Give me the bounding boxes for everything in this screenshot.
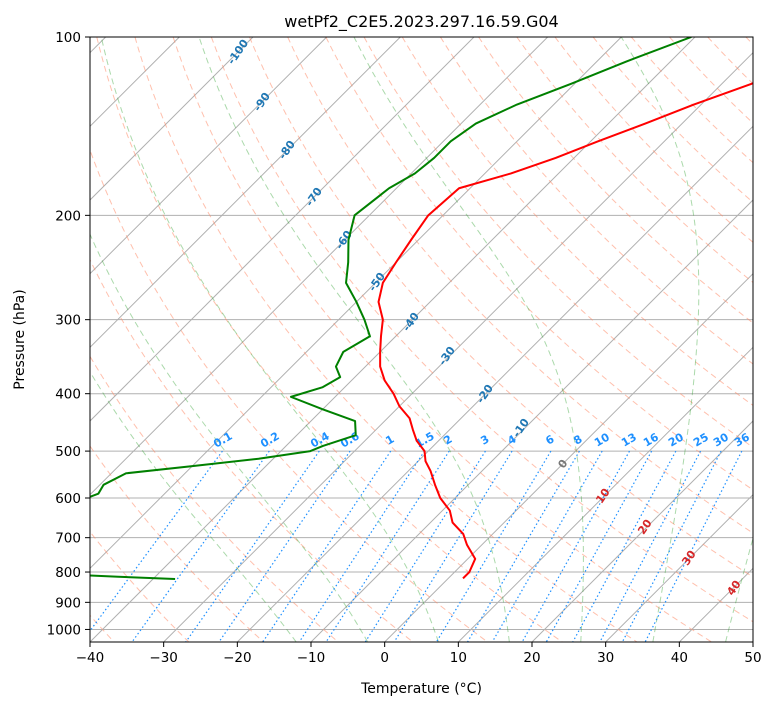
- y-tick-label: 1000: [47, 622, 81, 638]
- isotherm: [90, 37, 475, 422]
- moist-adiabat: [198, 37, 510, 642]
- mixing-ratio-line: [545, 450, 653, 642]
- dry-adiabat: [478, 37, 753, 324]
- pressure-gridlines: [90, 37, 753, 630]
- mixing-ratio-line: [185, 450, 320, 642]
- chart-title: wetPf2_C2E5.2023.297.16.59.G04: [284, 12, 558, 32]
- y-tick-label: 700: [55, 531, 81, 547]
- mixing-ratio-lines: [90, 450, 743, 642]
- x-tick-label: 30: [597, 650, 614, 666]
- moist-adiabat: [620, 37, 700, 642]
- isotherm: [236, 125, 753, 642]
- isotherm: [90, 37, 549, 496]
- isotherm: [605, 493, 753, 642]
- sounding-profiles: [90, 37, 753, 581]
- moist-adiabat: [90, 370, 297, 642]
- y-tick-label: 500: [55, 444, 81, 460]
- dry-adiabat: [96, 37, 563, 642]
- dry-adiabat: [90, 445, 264, 642]
- moist-adiabat: [353, 37, 584, 642]
- x-tick-label: 40: [671, 650, 688, 666]
- isotherm: [310, 199, 753, 642]
- isotherm: [90, 37, 328, 275]
- isotherm: [90, 37, 254, 201]
- temperature-profile: [377, 82, 753, 580]
- y-axis-label: Pressure (hPa): [12, 289, 28, 389]
- isotherm: [531, 420, 753, 642]
- isotherm: [163, 51, 753, 642]
- isotherm: [457, 346, 753, 642]
- dry-adiabat: [90, 148, 488, 642]
- x-tick-label: −40: [76, 650, 105, 666]
- moist-adiabat: [90, 233, 369, 642]
- axes: −40 −30 −20 −10 0 10 20 30 40 50 100 200 300 400 500 60…: [47, 30, 762, 666]
- dry-adiabat: [439, 37, 753, 365]
- dry-adiabat: [90, 258, 414, 642]
- dry-adiabat: [325, 37, 753, 491]
- y-tick-label: 100: [55, 30, 81, 46]
- y-tick-label: 400: [55, 387, 81, 403]
- isotherm: [90, 37, 696, 642]
- mixing-ratio-line: [364, 450, 486, 642]
- x-tick-label: −20: [223, 650, 252, 666]
- x-tick-label: 50: [744, 650, 761, 666]
- mixing-ratio-line: [572, 450, 677, 642]
- x-tick-label: −30: [149, 650, 178, 666]
- mixing-ratio-line: [325, 450, 450, 642]
- isotherm: [90, 37, 622, 570]
- dry-adiabats: [90, 37, 753, 642]
- y-tick-label: 800: [55, 565, 81, 581]
- x-tick-label: −10: [297, 650, 326, 666]
- dry-adiabat: [249, 37, 753, 578]
- x-tick-label: 0: [380, 650, 389, 666]
- mixing-ratio-line: [466, 450, 580, 642]
- isotherm: [384, 272, 753, 642]
- y-tick-label: 200: [55, 208, 81, 224]
- mixing-ratio-line: [521, 450, 631, 642]
- mixing-ratio-line: [491, 450, 603, 642]
- x-tick-label: 10: [450, 650, 467, 666]
- y-tick-label: 900: [55, 595, 81, 611]
- mixing-ratio-line: [393, 450, 513, 642]
- dewpoint-profile: [90, 37, 692, 581]
- dry-adiabat: [287, 37, 753, 534]
- moist-adiabats: [90, 37, 753, 642]
- x-axis-label: Temperature (°C): [360, 681, 482, 697]
- dry-adiabat: [172, 37, 712, 642]
- moist-adiabat: [725, 536, 753, 642]
- y-tick-label: 600: [55, 491, 81, 507]
- dry-adiabat: [134, 37, 638, 642]
- plot-frame: [89, 36, 754, 643]
- dry-adiabat: [210, 37, 753, 623]
- y-tick-label: 300: [55, 313, 81, 329]
- mixing-ratio-line: [435, 450, 552, 642]
- mixing-ratio-line: [218, 450, 351, 642]
- x-tick-label: 20: [523, 650, 540, 666]
- moist-adiabat: [100, 37, 439, 642]
